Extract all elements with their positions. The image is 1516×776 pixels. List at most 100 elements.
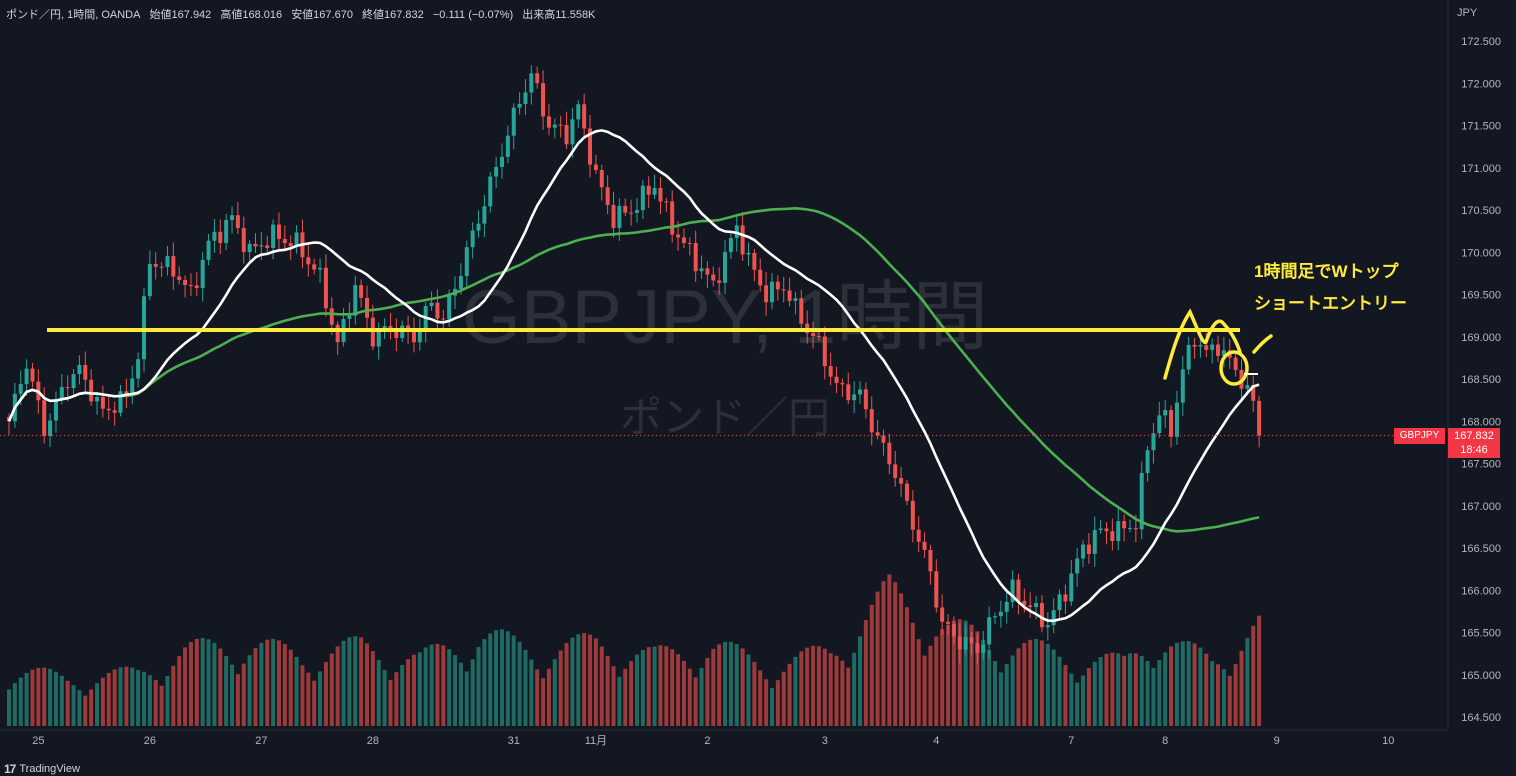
candle-body xyxy=(318,267,323,270)
candle xyxy=(517,92,522,115)
candle-body xyxy=(312,264,317,270)
volume-bar xyxy=(464,671,469,726)
price-tick-label: 171.000 xyxy=(1461,163,1501,175)
candle-body xyxy=(271,224,276,248)
symbol-line[interactable]: ポンド／円, 1時間, OANDA xyxy=(6,9,141,21)
time-tick-label: 9 xyxy=(1274,735,1280,747)
candle xyxy=(100,385,105,418)
candle-body xyxy=(711,274,716,281)
candle-body xyxy=(505,135,510,157)
time-tick-label: 26 xyxy=(144,735,156,747)
candle xyxy=(881,429,886,456)
candle xyxy=(488,172,493,213)
candle xyxy=(963,625,968,656)
candle-body xyxy=(816,335,821,337)
volume-bar xyxy=(130,667,135,726)
time-axis-labels: 25 26 27 28 31 11月 2 3 4 7 8 9 10 xyxy=(32,735,1394,747)
volume-bar xyxy=(306,672,311,726)
time-tick-label: 31 xyxy=(508,735,520,747)
candle xyxy=(634,197,639,223)
candle-body xyxy=(1057,594,1062,611)
candle xyxy=(834,366,839,393)
volume-bar xyxy=(65,680,70,726)
candle xyxy=(441,309,446,330)
volume-bar xyxy=(71,685,76,726)
candle-body xyxy=(30,368,35,382)
candle-body xyxy=(922,541,927,550)
tradingview-logo[interactable]: 17 TradingView xyxy=(4,762,80,776)
symbol-header[interactable]: ポンド／円, 1時間, OANDA 始値167.942 高値168.016 安値… xyxy=(6,6,601,22)
candle xyxy=(130,365,135,405)
time-tick-label: 27 xyxy=(255,735,267,747)
volume-bar xyxy=(124,666,129,726)
candle xyxy=(816,331,821,342)
candle xyxy=(858,381,863,404)
volume-bar xyxy=(728,641,733,726)
annotation-line2: ショートエントリー xyxy=(1254,294,1407,313)
volume-bar xyxy=(118,667,123,726)
candle-body xyxy=(1157,415,1162,434)
volume-bar xyxy=(95,683,100,726)
volume-bar xyxy=(1116,653,1121,726)
volume-bar xyxy=(1016,648,1021,726)
volume-bar xyxy=(629,661,634,726)
volume-bar xyxy=(235,674,240,726)
tradingview-logo-icon: 17 xyxy=(4,762,16,776)
candle xyxy=(494,156,499,189)
currency-label[interactable]: JPY xyxy=(1457,7,1478,19)
candle-body xyxy=(247,243,252,253)
volume-bar xyxy=(546,668,551,726)
volume-bar xyxy=(717,644,722,726)
volume-bar xyxy=(505,631,510,726)
volume-bar xyxy=(218,648,223,726)
candle-body xyxy=(658,188,663,202)
candle xyxy=(1186,336,1191,375)
volume-bar xyxy=(259,642,264,726)
candle xyxy=(183,275,188,298)
volume-bar xyxy=(376,660,381,726)
volume-bar xyxy=(699,667,704,726)
candle-body xyxy=(470,230,475,248)
candle xyxy=(640,180,645,219)
candle xyxy=(711,266,716,287)
volume-bar xyxy=(904,607,909,726)
volume-bar xyxy=(136,670,141,726)
volume-bar xyxy=(564,643,569,726)
candle xyxy=(1157,401,1162,438)
ohlc-open: 始値167.942 xyxy=(149,9,212,21)
candle-body xyxy=(1028,605,1033,608)
candle-body xyxy=(781,289,786,291)
volume-bar xyxy=(253,648,258,726)
candle xyxy=(588,114,593,178)
volume-bar xyxy=(329,653,334,726)
candle-body xyxy=(681,237,686,243)
candle-body xyxy=(840,383,845,385)
candle xyxy=(799,289,804,332)
volume-bar xyxy=(529,659,534,726)
candle xyxy=(136,352,141,388)
candle-body xyxy=(382,326,387,330)
volume-bar xyxy=(658,645,663,726)
candle xyxy=(1069,559,1074,606)
volume-bar xyxy=(652,646,657,726)
volume-bar xyxy=(869,604,874,726)
candle-body xyxy=(458,275,463,289)
volume-bar xyxy=(1075,682,1080,726)
candle xyxy=(323,254,328,317)
candle-body xyxy=(787,290,792,301)
candle-body xyxy=(323,267,328,309)
candle-body xyxy=(353,285,358,316)
candle-body xyxy=(1151,433,1156,451)
candle-body xyxy=(717,280,722,283)
candle xyxy=(147,250,152,301)
candle-body xyxy=(769,281,774,303)
candle-body xyxy=(740,225,745,255)
candle xyxy=(411,317,416,353)
candle xyxy=(951,616,956,644)
volume-bar xyxy=(681,660,686,726)
candle xyxy=(752,248,757,282)
volume-bar xyxy=(1022,643,1027,726)
candle-body xyxy=(881,435,886,443)
